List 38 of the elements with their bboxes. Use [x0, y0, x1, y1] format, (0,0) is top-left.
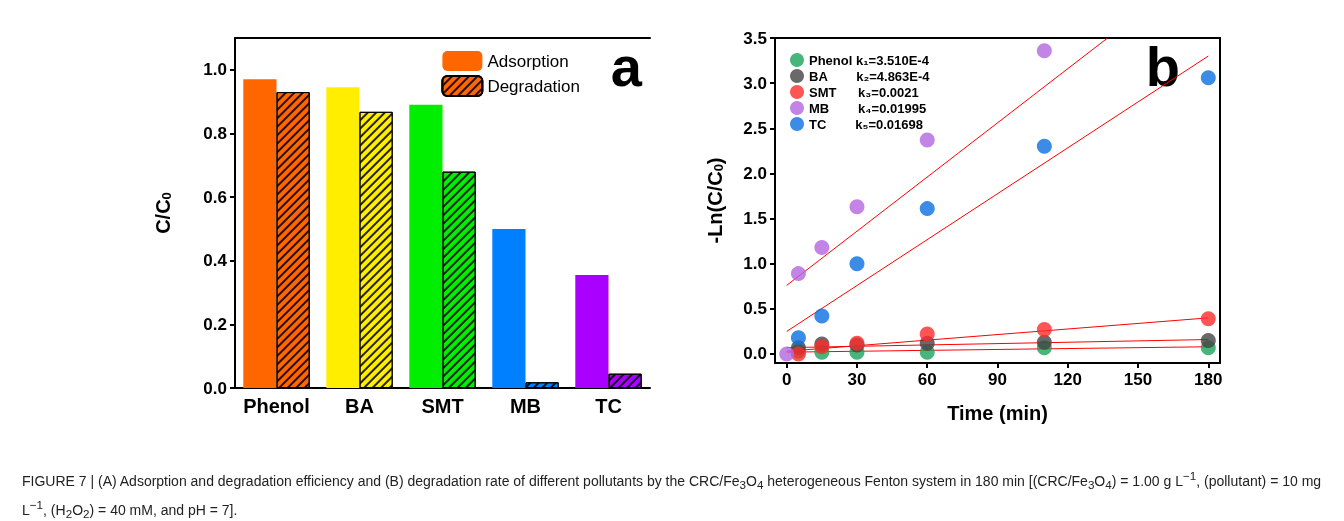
y-tick-label: 1.5: [743, 209, 767, 229]
y-tick-label: 1.0: [203, 60, 227, 80]
x-tick-label: 150: [1123, 370, 1153, 389]
legend-label: Phenol k₁=3.510E-4: [809, 52, 930, 68]
x-tick-label: MB: [509, 395, 542, 417]
y-tick-label: 0.8: [203, 123, 227, 143]
y-tick-label: 2.5: [743, 118, 767, 138]
y-tick-label: 2.0: [743, 163, 767, 183]
y-tick-label: 0.5: [743, 299, 767, 319]
x-tick-label: BA: [345, 395, 374, 417]
legend-label: Adsorption: [487, 51, 569, 71]
x-tick-label: 0: [781, 370, 792, 389]
y-tick-label: 3.0: [743, 73, 767, 93]
legend-label: SMT k₃=0.0021: [809, 84, 919, 100]
x-tick-label: 90: [988, 370, 1007, 389]
y-tick-label: 1.0: [743, 254, 767, 274]
legend-label: Degradation: [487, 76, 580, 96]
x-tick-label: 120: [1053, 370, 1082, 389]
y-tick-label: 0.0: [203, 378, 227, 398]
y-tick-label: 0.4: [203, 251, 228, 271]
y-tick-label: 3.5: [743, 28, 767, 48]
x-tick-label: TC: [595, 395, 622, 417]
annotation: a: [610, 34, 643, 98]
x-tick-label: 30: [847, 370, 867, 389]
y-tick-label: 0.2: [203, 314, 227, 334]
legend-label: TC k₅=0.01698: [809, 116, 923, 132]
legend-label: BA k₂=4.863E-4: [809, 68, 931, 84]
y-axis-title: C/C0: [152, 192, 174, 234]
legend-label: MB k₄=0.01995: [809, 100, 927, 116]
annotation: b: [1145, 34, 1181, 98]
text: FIGURE 7 | (A) Adsorption and degradation efficiency and (B) degradation rate of different pollutants by the CRC/Fe$_{3}$O$_{4}$ heterogeneous Fenton system in 180 min [(CRC/Fe$_{3}$O$_{4}$) = 1.00 g L$^{−1}$, (pollutant) = 10 mg L$^{−1}$, (H$_{2}$O$_{2}$) = 40 mM, and pH = 7].: [22, 469, 1322, 521]
x-tick-label: 60: [917, 370, 937, 389]
x-tick-label: 180: [1194, 370, 1223, 389]
x-axis-title: Time (min): [947, 402, 1048, 424]
x-tick-label: Phenol: [243, 395, 310, 417]
x-tick-label: SMT: [421, 395, 464, 417]
y-tick-label: 0.0: [743, 344, 767, 364]
y-tick-label: 0.6: [203, 187, 227, 207]
